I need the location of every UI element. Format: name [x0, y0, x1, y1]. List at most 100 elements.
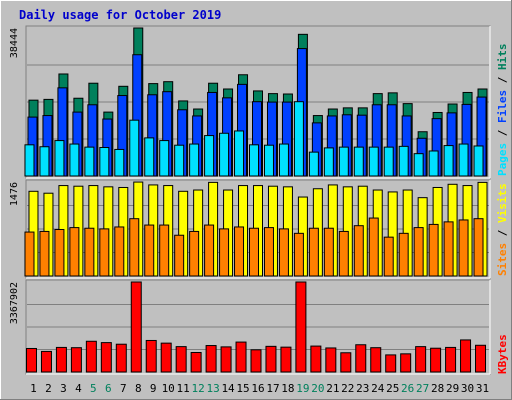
legend-sites: Sites: [496, 243, 509, 276]
x-tick-label-day-23: 23: [356, 382, 369, 395]
bar-pages-day-22: [338, 146, 349, 177]
bar-sites-day-5: [84, 227, 95, 277]
bar-sites-day-28: [428, 223, 439, 277]
x-tick-label-day-14: 14: [221, 382, 235, 395]
x-tick-label-day-25: 25: [386, 382, 399, 395]
x-tick-label-day-11: 11: [177, 382, 190, 395]
bar-sites-day-25: [383, 236, 394, 277]
bar-sites-day-26: [398, 232, 409, 277]
bar-pages-day-5: [84, 146, 95, 177]
bar-sites-day-10: [159, 224, 170, 277]
bar-pages-day-11: [174, 144, 185, 177]
bar-pages-day-18: [278, 143, 289, 177]
bar-sites-day-12: [189, 230, 200, 277]
bar-pages-day-29: [443, 145, 454, 177]
legend-sep: /: [496, 123, 509, 143]
bar-kbytes-day-8: [130, 281, 142, 373]
bar-sites-day-27: [413, 227, 424, 277]
bar-sites-day-4: [69, 227, 80, 277]
bar-kbytes-day-28: [430, 347, 442, 373]
y-max-label: 38444: [9, 28, 20, 58]
bar-kbytes-day-23: [355, 344, 367, 373]
bar-kbytes-day-21: [325, 347, 337, 373]
bar-sites-day-21: [323, 227, 334, 277]
side-legend-labels: Pages / Files / Hits Sites / Visits KBytes: [496, 44, 509, 375]
bar-pages-day-30: [458, 143, 469, 177]
bar-kbytes-day-16: [250, 349, 262, 373]
bar-sites-day-24: [368, 217, 379, 277]
bar-kbytes-day-14: [220, 346, 232, 373]
bar-pages-day-15: [234, 130, 245, 177]
x-tick-label-day-15: 15: [236, 382, 249, 395]
bar-pages-day-17: [263, 144, 274, 177]
legend-pages: Pages: [496, 143, 509, 176]
bar-kbytes-day-27: [415, 346, 427, 373]
x-tick-label-day-20: 20: [311, 382, 324, 395]
bar-kbytes-day-2: [40, 350, 52, 373]
y-max-label: 1476: [9, 182, 20, 206]
x-tick-label-day-19: 19: [296, 382, 309, 395]
bar-kbytes-day-12: [190, 351, 202, 373]
bar-kbytes-day-13: [205, 345, 217, 373]
x-tick-label-day-9: 9: [150, 382, 157, 395]
x-tick-label-day-3: 3: [60, 382, 67, 395]
bar-sites-day-19: [293, 232, 304, 277]
x-tick-label-day-29: 29: [446, 382, 459, 395]
legend-files: Files: [496, 90, 509, 123]
bar-kbytes-day-3: [55, 346, 67, 373]
bar-sites-day-30: [458, 219, 469, 277]
bar-kbytes-day-5: [85, 340, 97, 373]
bar-pages-day-10: [159, 140, 170, 177]
bar-pages-day-31: [473, 145, 484, 177]
bar-pages-day-9: [144, 137, 155, 177]
bar-sites-day-13: [204, 224, 215, 277]
bar-kbytes-day-4: [70, 347, 82, 373]
x-tick-label-day-10: 10: [162, 382, 175, 395]
x-tick-label-day-1: 1: [30, 382, 37, 395]
bar-sites-day-9: [144, 224, 155, 277]
x-tick-label-day-13: 13: [206, 382, 219, 395]
x-tick-label-day-16: 16: [251, 382, 264, 395]
bar-kbytes-day-9: [145, 339, 157, 373]
bar-pages-day-1: [24, 144, 35, 177]
bar-sites-day-3: [54, 229, 65, 277]
legend-sep: /: [496, 70, 509, 90]
bar-pages-day-24: [368, 146, 379, 177]
bar-pages-day-3: [54, 140, 65, 177]
x-tick-label-day-7: 7: [120, 382, 127, 395]
chart-title: Daily usage for October 2019: [19, 8, 221, 22]
legend-sep: /: [496, 223, 509, 243]
bar-kbytes-day-22: [340, 352, 352, 373]
legend-visits: Visits: [496, 183, 509, 223]
bar-pages-day-23: [353, 146, 364, 177]
panel-hits-files-pages: 38444: [9, 25, 491, 179]
x-tick-label-day-21: 21: [326, 382, 339, 395]
bar-sites-day-29: [443, 221, 454, 277]
legend-kbytes: KBytes: [496, 334, 509, 374]
x-tick-label-day-18: 18: [281, 382, 294, 395]
bar-kbytes-day-29: [445, 346, 457, 373]
x-tick-label-day-4: 4: [75, 382, 82, 395]
bar-pages-day-16: [249, 144, 259, 177]
bar-sites-day-8: [129, 218, 140, 277]
bar-sites-day-23: [353, 225, 364, 277]
bar-sites-day-14: [219, 228, 230, 277]
bar-sites-day-15: [234, 226, 245, 277]
bar-pages-day-2: [39, 146, 50, 177]
panel-visits-sites: 1476: [9, 179, 491, 279]
bar-sites-day-18: [278, 228, 289, 277]
x-tick-label-day-31: 31: [476, 382, 489, 395]
bar-kbytes-day-15: [235, 341, 247, 373]
panel-kbytes: 3367902: [9, 279, 491, 375]
x-tick-label-day-28: 28: [431, 382, 444, 395]
x-tick-label-day-2: 2: [45, 382, 52, 395]
side-legend: KBytes: [496, 334, 509, 374]
bar-pages-day-8: [129, 119, 140, 177]
x-tick-label-day-22: 22: [341, 382, 354, 395]
bar-sites-day-7: [114, 226, 125, 277]
legend-hits: Hits: [496, 44, 509, 71]
side-legend: Sites / Visits: [496, 183, 509, 276]
bar-sites-day-2: [39, 230, 50, 277]
bar-kbytes-day-31: [475, 344, 487, 373]
